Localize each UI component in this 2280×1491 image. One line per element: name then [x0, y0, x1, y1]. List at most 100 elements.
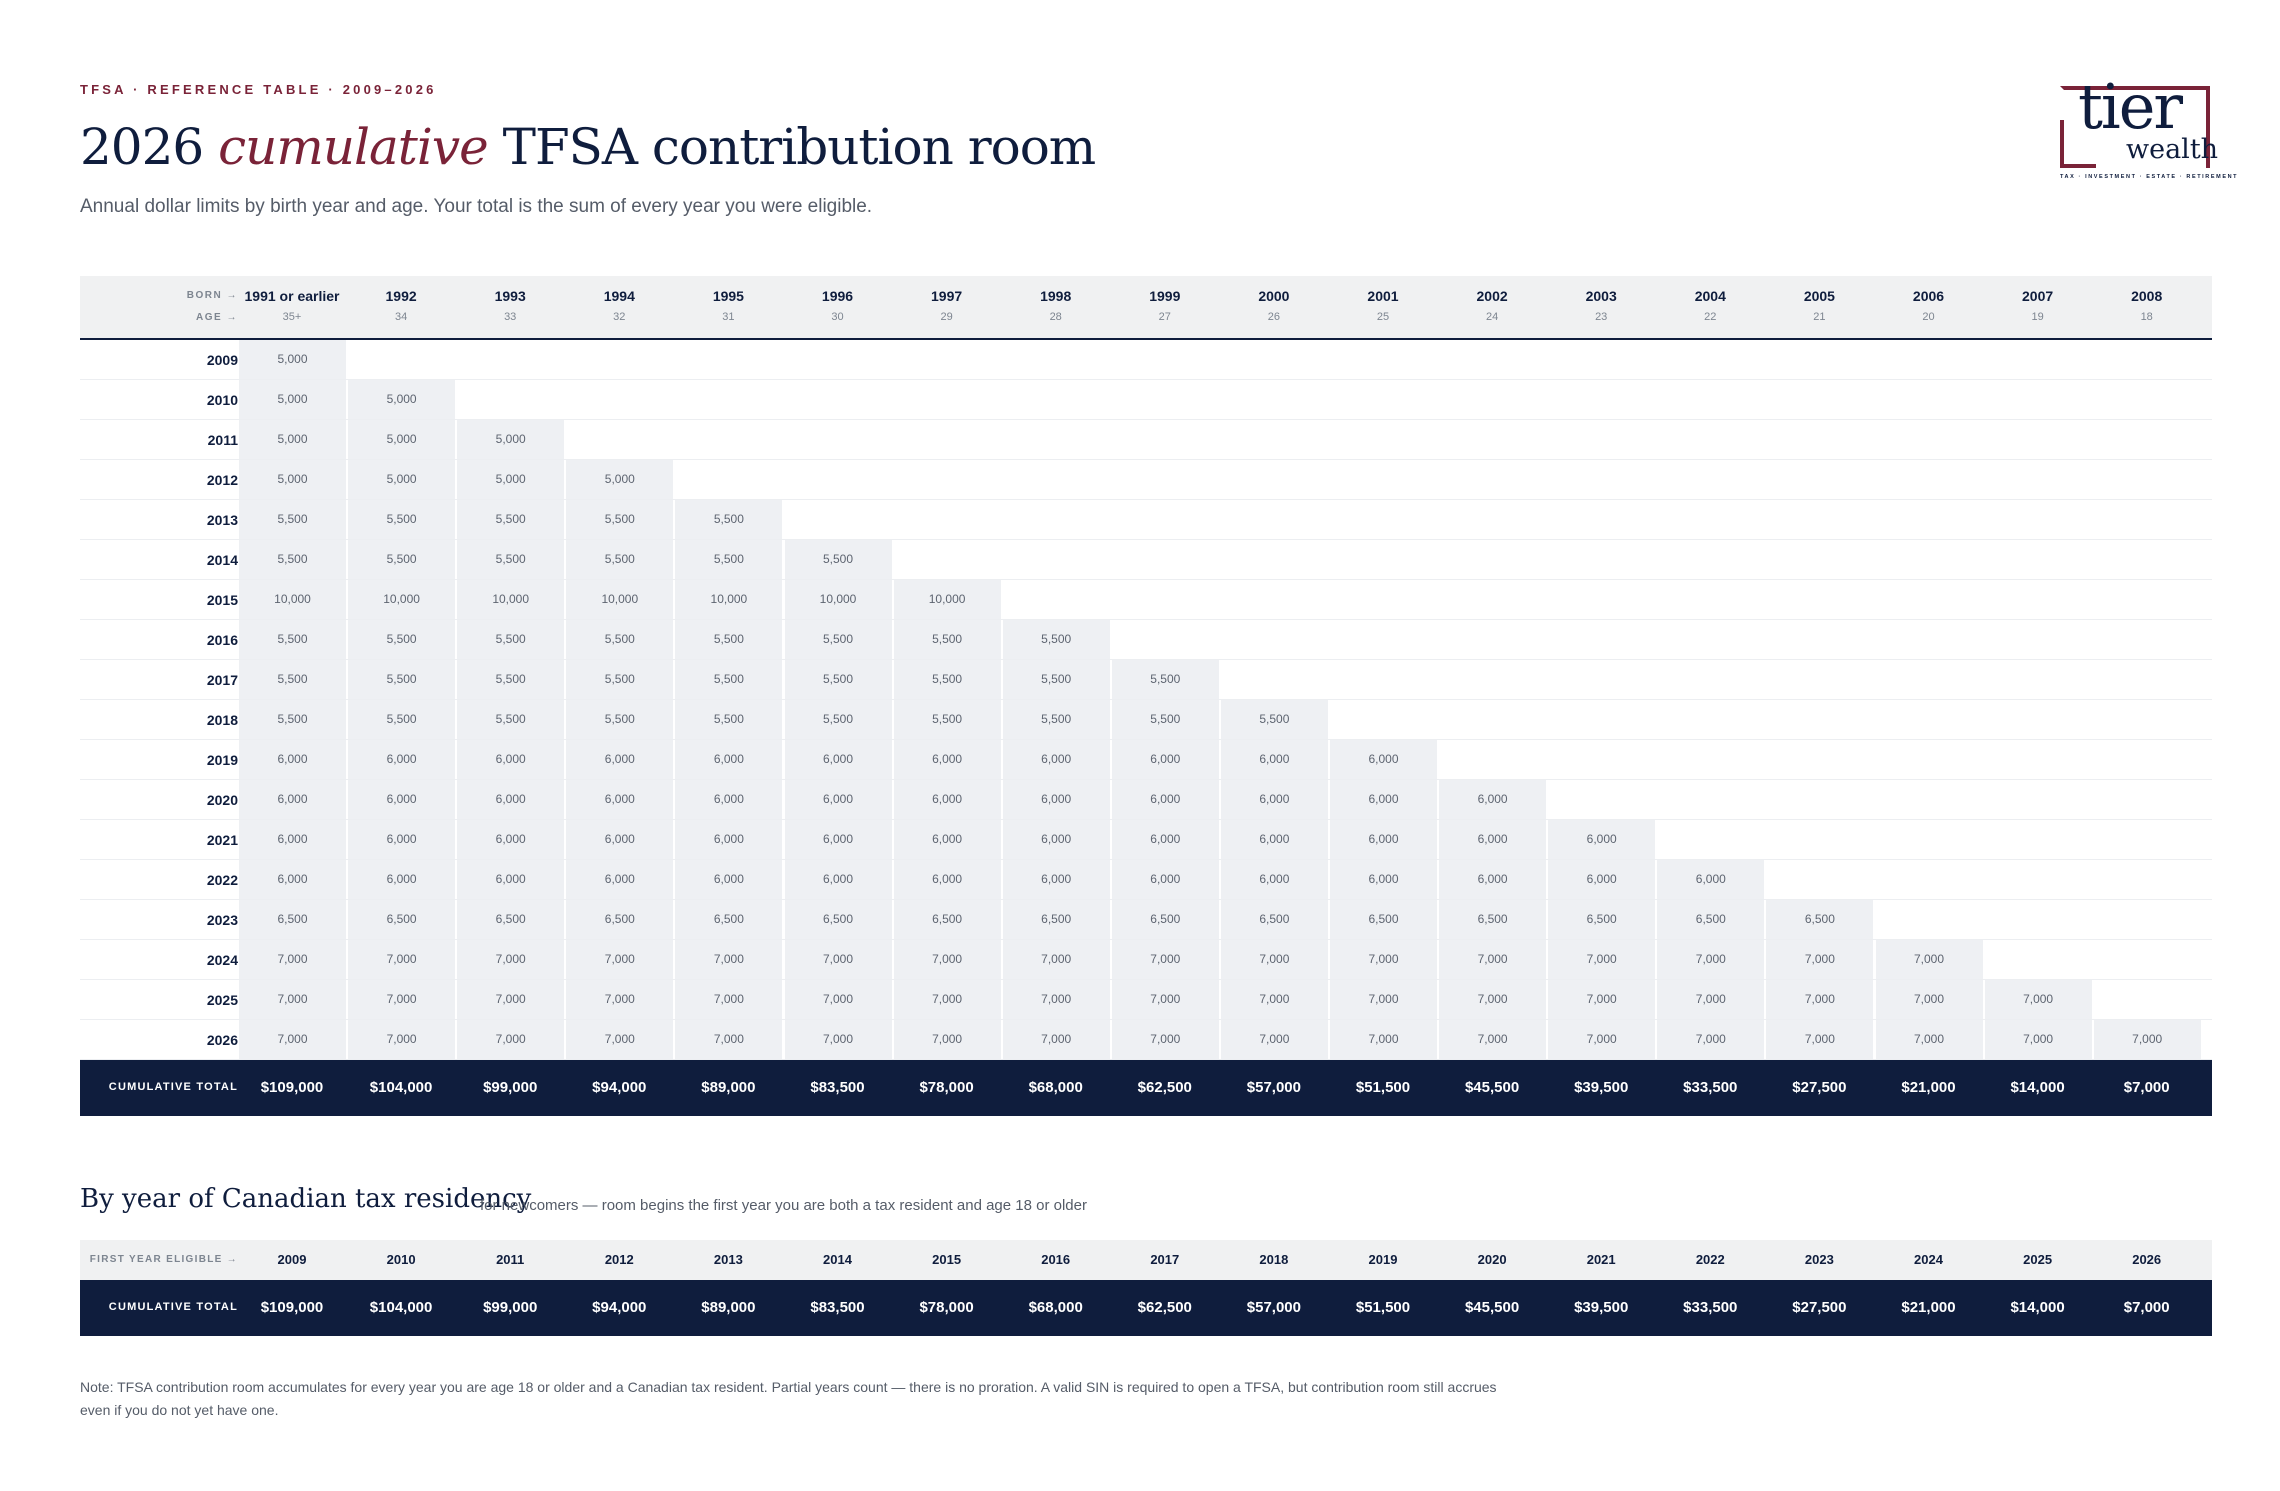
limit-cell: 7,000 — [1766, 980, 1874, 1019]
limit-cell: 7,000 — [566, 980, 674, 1019]
age: 30 — [831, 311, 844, 323]
title-rest: TFSA contribution room — [502, 118, 1097, 176]
column-header: 1992 34 — [347, 276, 455, 338]
limit-cell: 6,000 — [239, 780, 346, 819]
table-row: 2015 10,000 10,000 10,000 10,000 10,000 10,000… — [80, 580, 2212, 620]
limit-cell: 10,000 — [675, 580, 783, 619]
limit-cell: 7,000 — [1548, 1020, 1656, 1059]
limit-cell: 7,000 — [1548, 980, 1656, 1019]
age: 25 — [1376, 311, 1390, 323]
age: 20 — [1922, 311, 1935, 323]
born-year: 1998 — [1040, 288, 1072, 304]
limit-cell: 6,000 — [566, 860, 674, 899]
eyebrow-label: TFSA · REFERENCE TABLE · 2009–2026 — [80, 82, 437, 97]
limit-cell: 5,500 — [675, 540, 783, 579]
column-header: 1998 28 — [1002, 276, 1110, 338]
total-value: $45,500 — [1464, 1079, 1520, 1096]
total-value: $27,500 — [1792, 1079, 1847, 1096]
residency-total-value: $45,500 — [1464, 1299, 1520, 1316]
limit-cell: 5,500 — [348, 700, 456, 739]
row-year: 2010 — [206, 392, 238, 408]
limit-cell: 6,500 — [784, 900, 892, 939]
limit-cell: 6,000 — [1002, 780, 1110, 819]
column-header: 2007 19 — [1984, 276, 2092, 338]
total-value: $89,000 — [701, 1079, 756, 1096]
table-row: 2026 7,000 7,000 7,000 7,000 7,000 7,000 7,000 7… — [80, 1020, 2212, 1060]
table-row: 2024 7,000 7,000 7,000 7,000 7,000 7,000 7,000 7… — [80, 940, 2212, 980]
table-body: 2009 5,000 2010 5,000 5,000 2011 5,000 5,000 5,0… — [80, 340, 2212, 1060]
total-value: $14,000 — [2010, 1079, 2065, 1096]
limit-cell: 5,500 — [675, 660, 783, 699]
row-year: 2014 — [206, 552, 238, 568]
limit-cell: 6,000 — [239, 860, 346, 899]
limit-cell: 6,000 — [893, 780, 1001, 819]
limit-cell: 7,000 — [239, 1020, 346, 1059]
limit-cell: 6,000 — [457, 740, 565, 779]
row-year: 2023 — [206, 912, 238, 928]
limit-cell: 7,000 — [1439, 1020, 1547, 1059]
column-header: 2008 18 — [2093, 276, 2201, 338]
limit-cell: 7,000 — [348, 940, 456, 979]
first-year-value: 2023 — [1804, 1252, 1834, 1267]
limit-cell: 6,000 — [675, 820, 783, 859]
age: 34 — [394, 311, 408, 323]
limit-cell: 6,500 — [1330, 900, 1437, 939]
limit-cell: 6,000 — [566, 780, 674, 819]
limit-cell: 5,500 — [893, 700, 1001, 739]
column-header: 1991 or earlier 35+ — [238, 276, 346, 338]
limit-cell: 7,000 — [457, 1020, 565, 1059]
limit-cell: 7,000 — [1657, 940, 1765, 979]
limit-cell: 6,500 — [1766, 900, 1874, 939]
limit-cell: 5,500 — [1002, 660, 1110, 699]
limit-cell: 6,000 — [566, 820, 674, 859]
first-year-value: 2021 — [1586, 1252, 1616, 1267]
limit-cell: 5,500 — [457, 660, 565, 699]
row-year: 2018 — [206, 712, 238, 728]
first-year-value: 2024 — [1914, 1252, 1943, 1267]
limit-cell: 5,500 — [457, 700, 565, 739]
limit-cell: 7,000 — [784, 1020, 892, 1059]
residency-total-value: $7,000 — [2123, 1299, 2170, 1316]
limit-cell: 6,000 — [1657, 860, 1765, 899]
limit-cell: 10,000 — [566, 580, 674, 619]
limit-cell: 7,000 — [1875, 980, 1983, 1019]
limit-cell: 6,500 — [1002, 900, 1110, 939]
limit-cell: 7,000 — [1220, 980, 1328, 1019]
limit-cell: 7,000 — [1330, 980, 1437, 1019]
table-row: 2013 5,500 5,500 5,500 5,500 5,500 — [80, 500, 2212, 540]
limit-cell: 7,000 — [1875, 1020, 1983, 1059]
limit-cell: 7,000 — [1657, 1020, 1765, 1059]
row-year: 2013 — [206, 512, 238, 528]
born-year: 1997 — [931, 288, 963, 304]
limit-cell: 6,000 — [1330, 780, 1437, 819]
limit-cell: 5,500 — [457, 500, 565, 539]
limit-cell: 5,500 — [675, 500, 783, 539]
limit-cell: 6,500 — [893, 900, 1001, 939]
limit-cell: 5,500 — [566, 540, 674, 579]
total-value: $78,000 — [919, 1079, 974, 1096]
residency-section-title: By year of Canadian tax residency — [80, 1184, 532, 1214]
row-year: 2022 — [206, 872, 238, 888]
limit-cell: 6,500 — [457, 900, 565, 939]
row-year: 2024 — [206, 952, 238, 968]
tier-wealth-logo: tier wealth TAX · INVESTMENT · ESTATE · … — [2060, 76, 2237, 186]
limit-cell: 7,000 — [348, 1020, 456, 1059]
limit-cell: 6,000 — [893, 740, 1001, 779]
logo-word-wealth: wealth — [2126, 134, 2219, 165]
limit-cell: 10,000 — [239, 580, 346, 619]
age: 29 — [940, 311, 953, 323]
residency-section-subtitle: for newcomers — room begins the first ye… — [480, 1197, 1087, 1214]
total-value: $7,000 — [2123, 1079, 2170, 1096]
first-year-value: 2020 — [1477, 1252, 1507, 1267]
limit-cell: 5,500 — [784, 540, 892, 579]
limit-cell: 6,500 — [1220, 900, 1328, 939]
limit-cell: 6,000 — [1002, 820, 1110, 859]
limit-cell: 5,500 — [1111, 660, 1219, 699]
limit-cell: 6,500 — [1657, 900, 1765, 939]
limit-cell: 7,000 — [1220, 1020, 1328, 1059]
limit-cell: 6,000 — [1220, 780, 1328, 819]
total-value: $21,000 — [1901, 1079, 1956, 1096]
first-year-value: 2011 — [496, 1252, 525, 1267]
born-year: 1995 — [712, 288, 744, 304]
limit-cell: 10,000 — [457, 580, 565, 619]
